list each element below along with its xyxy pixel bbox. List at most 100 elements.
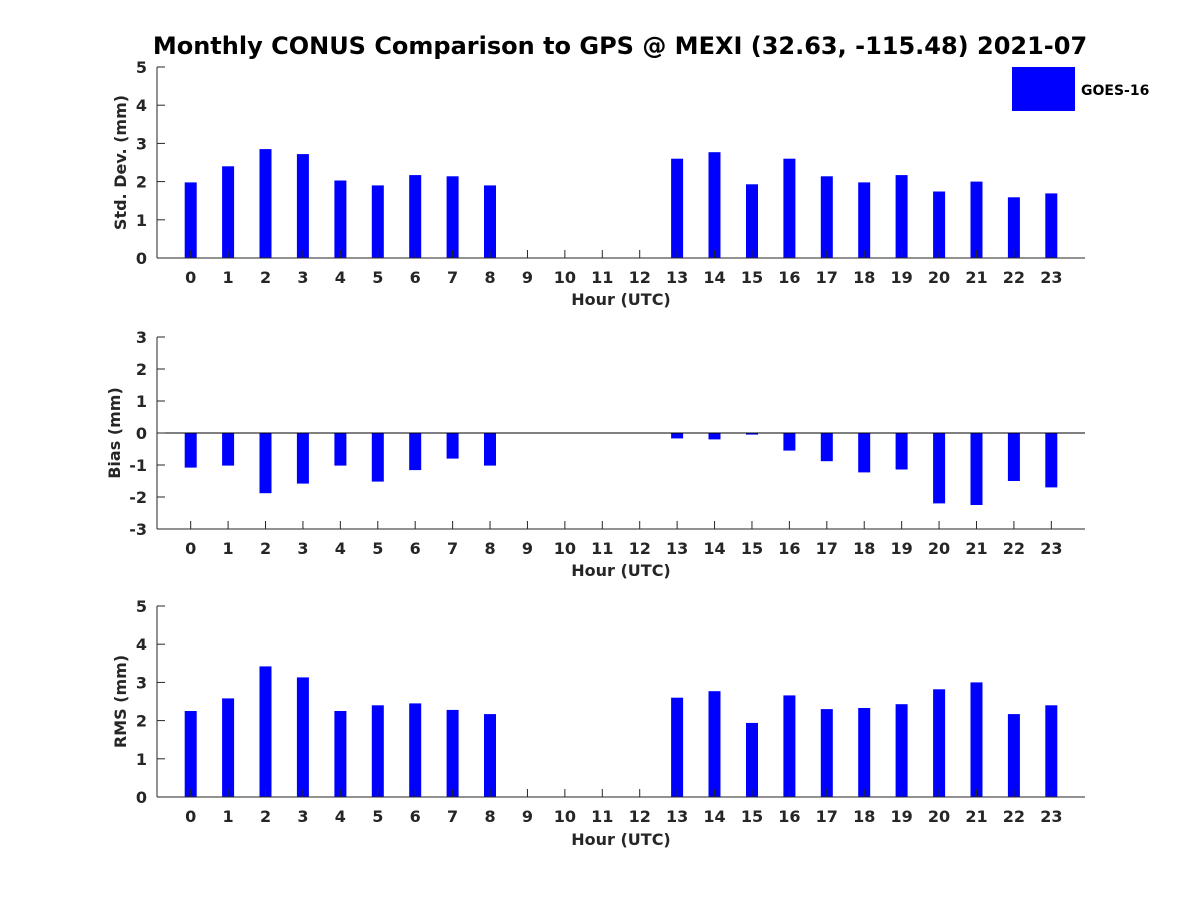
bias-bar-20 (933, 433, 946, 504)
rms-x-tick-label: 7 (447, 807, 458, 826)
bias-y-tick-label: 2 (136, 360, 147, 379)
std-dev-bar-6 (409, 175, 422, 258)
std-dev-bar-19 (895, 175, 908, 258)
std-dev-x-tick-label: 4 (335, 268, 346, 287)
rms-bar-4 (334, 711, 347, 797)
rms-bar-19 (895, 704, 908, 797)
rms-x-tick-label: 14 (703, 807, 725, 826)
rms-bar-2 (259, 666, 272, 797)
rms-x-tick-label: 17 (816, 807, 838, 826)
rms-bar-17 (820, 709, 833, 797)
bias-x-tick-label: 23 (1040, 539, 1062, 558)
bias-x-tick-label: 3 (297, 539, 308, 558)
bias-bar-21 (970, 433, 983, 505)
std-dev-bar-7 (446, 176, 459, 258)
bias-x-tick-label: 21 (965, 539, 987, 558)
rms-bar-20 (933, 689, 946, 797)
bias-x-tick-label: 9 (522, 539, 533, 558)
bias-bar-2 (259, 433, 272, 494)
std-dev-x-tick-label: 11 (591, 268, 613, 287)
std-dev-bar-15 (746, 184, 758, 258)
std-dev-bar-4 (334, 180, 347, 258)
std-dev-y-tick-label: 2 (136, 173, 147, 192)
bias-x-tick-label: 2 (260, 539, 271, 558)
rms-x-tick-label: 16 (778, 807, 800, 826)
std-dev-x-tick-label: 8 (484, 268, 495, 287)
legend-swatch (1012, 67, 1075, 111)
rms-x-tick-label: 22 (1003, 807, 1025, 826)
bias-x-tick-label: 17 (816, 539, 838, 558)
rms-y-tick-label: 0 (136, 788, 147, 807)
std-dev-bar-8 (484, 185, 496, 258)
bias-x-tick-label: 15 (741, 539, 763, 558)
std-dev-x-tick-label: 12 (629, 268, 651, 287)
rms-x-tick-label: 12 (629, 807, 651, 826)
bias-x-tick-label: 22 (1003, 539, 1025, 558)
bias-x-tick-label: 8 (484, 539, 495, 558)
legend-label: GOES-16 (1081, 83, 1149, 99)
rms-bar-21 (970, 682, 983, 797)
rms-x-tick-label: 5 (372, 807, 383, 826)
bias-bar-19 (895, 433, 908, 470)
std-dev-x-tick-label: 15 (741, 268, 763, 287)
rms-bar-14 (708, 691, 721, 797)
legend: GOES-16 (1012, 67, 1149, 111)
rms-bar-5 (371, 705, 384, 797)
rms-x-tick-label: 8 (484, 807, 495, 826)
figure-title: Monthly CONUS Comparison to GPS @ MEXI (… (153, 32, 1087, 60)
bias-x-tick-label: 6 (410, 539, 421, 558)
std-dev-x-tick-label: 9 (522, 268, 533, 287)
rms-x-tick-label: 3 (297, 807, 308, 826)
rms-bar-1 (222, 698, 235, 797)
std-dev-x-tick-label: 17 (816, 268, 838, 287)
rms-x-tick-label: 10 (554, 807, 576, 826)
std-dev-bar-3 (296, 154, 309, 258)
bias-y-tick-label: 3 (136, 328, 147, 347)
rms-x-tick-label: 21 (965, 807, 987, 826)
rms-x-tick-label: 20 (928, 807, 950, 826)
rms-bar-6 (409, 703, 422, 797)
rms-bar-7 (446, 709, 459, 797)
bias-bar-14 (708, 433, 721, 440)
bias-x-tick-label: 20 (928, 539, 950, 558)
std-dev-bar-18 (858, 182, 871, 258)
std-dev-x-tick-label: 18 (853, 268, 875, 287)
std-dev-y-tick-label: 0 (136, 249, 147, 268)
bias-bar-7 (446, 433, 459, 459)
bias-bar-4 (334, 433, 347, 466)
rms-x-tick-label: 2 (260, 807, 271, 826)
std-dev-bar-17 (820, 176, 833, 258)
std-dev-bar-20 (933, 191, 946, 258)
bias-bar-13 (671, 433, 684, 439)
bias-x-tick-label: 7 (447, 539, 458, 558)
bias-x-tick-label: 13 (666, 539, 688, 558)
rms-y-axis-label: RMS (mm) (111, 655, 130, 748)
std-dev-x-tick-label: 22 (1003, 268, 1025, 287)
bias-bar-0 (184, 433, 197, 468)
rms-y-tick-label: 2 (136, 712, 147, 731)
rms-x-tick-label: 15 (741, 807, 763, 826)
bias-x-tick-label: 14 (703, 539, 725, 558)
bias-bar-3 (296, 433, 309, 484)
rms-bar-0 (184, 711, 197, 797)
std-dev-y-tick-label: 3 (136, 134, 147, 153)
std-dev-y-tick-label: 1 (136, 211, 147, 230)
bias-bar-16 (783, 433, 796, 451)
bias-x-tick-label: 10 (554, 539, 576, 558)
bias-x-tick-label: 1 (223, 539, 234, 558)
std-dev-bar-0 (184, 182, 197, 258)
std-dev-bar-23 (1045, 193, 1058, 258)
bias-bar-23 (1045, 433, 1058, 488)
rms-x-tick-label: 13 (666, 807, 688, 826)
std-dev-bar-1 (222, 166, 235, 258)
bias-bar-6 (409, 433, 422, 471)
bias-bar-1 (222, 433, 235, 466)
std-dev-x-tick-label: 0 (185, 268, 196, 287)
rms-bar-16 (783, 695, 796, 797)
rms-x-tick-label: 1 (223, 807, 234, 826)
rms-bar-8 (484, 714, 496, 797)
std-dev-x-tick-label: 5 (372, 268, 383, 287)
